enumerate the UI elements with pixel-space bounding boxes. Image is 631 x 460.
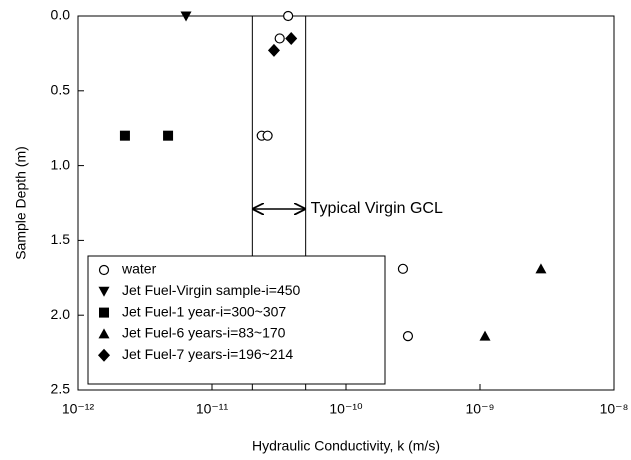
point [397,263,409,274]
legend-label: Jet Fuel-1 year-i=300~307 [122,303,286,319]
y-tick-label: 2.5 [51,381,71,397]
legend-symbol [99,307,109,318]
point [402,331,414,342]
y-tick-label: 1.0 [51,156,71,172]
legend-label: Jet Fuel-Virgin sample-i=450 [122,282,301,298]
y-tick-label: 2.0 [51,306,71,322]
band-label: Typical Virgin GCL [311,200,443,217]
point [479,330,491,341]
legend-symbol [98,264,110,276]
legend-label: Jet Fuel-7 years-i=196~214 [122,346,293,362]
x-axis-label: Hydraulic Conductivity, k (m/s) [252,438,440,454]
legend-label: water [121,261,157,277]
x-tick-label: 10⁻¹⁰ [329,401,363,417]
point [283,10,294,22]
point [119,130,130,141]
y-tick-label: 1.5 [51,231,71,247]
x-tick-label: 10⁻¹¹ [196,401,229,417]
point [262,130,273,141]
point [163,130,174,141]
point [180,11,192,22]
legend-label: Jet Fuel-6 years-i=83~170 [122,325,286,341]
legend-box [87,255,386,385]
x-tick-label: 10⁻¹² [62,401,95,417]
point [274,33,285,44]
x-tick-label: 10⁻⁸ [600,401,629,417]
y-tick-label: 0.5 [51,82,71,98]
legend-symbol [98,328,110,339]
legend-symbol [98,286,110,297]
x-tick-label: 10⁻⁹ [466,401,495,417]
y-tick-label: 0.0 [51,7,71,23]
point [285,31,298,45]
y-axis-label: Sample Depth (m) [13,146,29,260]
legend-symbol [98,348,110,362]
point [267,43,280,57]
point [535,263,547,274]
